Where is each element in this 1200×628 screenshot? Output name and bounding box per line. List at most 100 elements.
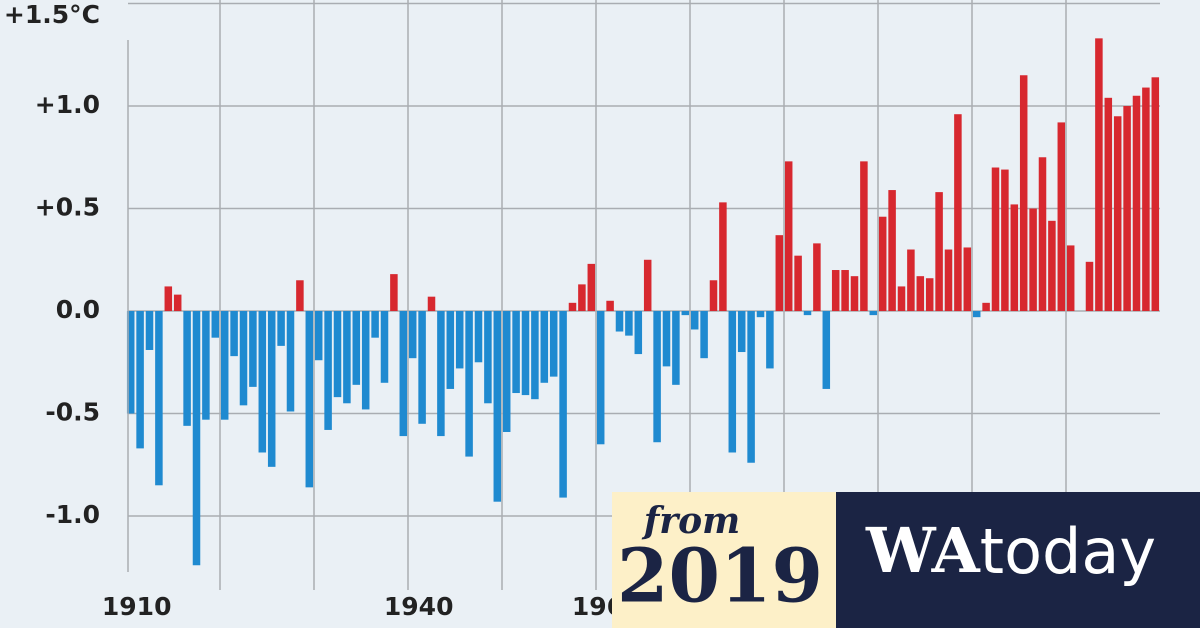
bar: [728, 311, 737, 453]
bar: [596, 311, 605, 445]
bar: [625, 311, 633, 336]
bar: [1142, 87, 1150, 312]
bar: [343, 311, 351, 404]
bar: [502, 311, 511, 432]
year-label: 2019: [617, 534, 823, 620]
bar: [1095, 38, 1103, 312]
bar: [1001, 169, 1009, 312]
bar: [296, 280, 304, 312]
bar: [559, 311, 567, 498]
bar: [173, 294, 182, 312]
bar: [258, 311, 267, 453]
bar: [493, 311, 502, 502]
bar: [1085, 261, 1094, 312]
y-tick-label: -0.5: [45, 398, 100, 427]
bar: [446, 311, 455, 389]
bar: [709, 280, 718, 312]
bar: [954, 114, 962, 312]
bar: [822, 311, 831, 389]
bar: [1151, 77, 1160, 312]
x-tick-label: 1940: [384, 592, 454, 621]
bar: [164, 286, 173, 312]
bar: [634, 311, 643, 355]
bar: [653, 311, 661, 443]
from-label: from: [641, 500, 741, 542]
bar: [963, 247, 972, 312]
y-tick-label: +1.0: [35, 90, 100, 119]
bar: [1123, 106, 1131, 312]
bar: [784, 161, 793, 312]
bar: [747, 311, 755, 463]
y-tick-label: +0.5: [35, 193, 100, 222]
bar: [803, 311, 812, 316]
bar: [860, 161, 868, 312]
bar: [220, 311, 229, 420]
bar: [982, 302, 990, 312]
y-tick-label: -1.0: [45, 500, 100, 529]
bar: [155, 311, 163, 486]
bar: [813, 243, 821, 312]
bar: [136, 311, 144, 449]
bar: [775, 235, 784, 312]
bar: [145, 311, 154, 350]
bar: [1010, 204, 1019, 312]
brand-logo: WAtoday: [865, 514, 1156, 588]
bar: [1048, 220, 1056, 312]
bar: [521, 311, 530, 396]
bar: [907, 249, 915, 312]
bar: [286, 311, 295, 412]
bar: [380, 311, 389, 383]
bars: [126, 38, 1160, 566]
bar: [540, 311, 549, 383]
bar: [333, 311, 342, 398]
bar: [690, 311, 699, 330]
bar: [831, 270, 840, 312]
bar: [1057, 122, 1066, 312]
bar: [1038, 157, 1047, 312]
bar: [324, 311, 332, 430]
bar: [794, 255, 802, 312]
bar: [427, 296, 436, 312]
bar: [662, 311, 671, 367]
bar: [305, 311, 314, 488]
bar: [756, 311, 765, 318]
bar: [1104, 97, 1113, 312]
bar: [474, 311, 483, 363]
bar: [916, 276, 925, 312]
bar: [437, 311, 445, 437]
bar: [399, 311, 408, 437]
bar: [935, 192, 943, 312]
bar: [1029, 208, 1037, 312]
bar: [1113, 116, 1122, 312]
bar: [766, 311, 774, 369]
bar: [643, 259, 652, 312]
bar: [700, 311, 708, 359]
bar: [352, 311, 361, 385]
bar: [897, 286, 906, 312]
bar: [202, 311, 210, 420]
bar: [681, 311, 690, 316]
bar: [888, 190, 896, 312]
bar: [371, 311, 379, 338]
y-tick-label: +1.5°C: [4, 0, 100, 29]
bar: [737, 311, 746, 353]
bar: [850, 276, 859, 312]
bar: [314, 311, 323, 361]
bar: [267, 311, 276, 467]
bar: [925, 278, 934, 312]
bar: [249, 311, 257, 387]
bar: [512, 311, 520, 394]
bar: [841, 270, 849, 312]
bar: [568, 302, 577, 312]
bar: [672, 311, 680, 385]
bar: [869, 311, 878, 316]
brand-box: [836, 492, 1200, 628]
bar: [390, 274, 398, 312]
bar: [183, 311, 191, 426]
brand-today: today: [980, 515, 1156, 588]
bar: [531, 311, 539, 400]
y-tick-label: 0.0: [56, 295, 100, 324]
bar: [1066, 245, 1075, 312]
